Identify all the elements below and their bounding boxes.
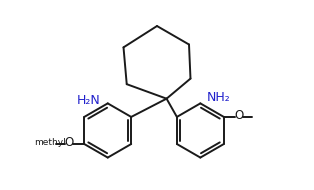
Text: NH₂: NH₂ (207, 91, 231, 104)
Text: methyl: methyl (34, 138, 66, 147)
Text: O: O (65, 136, 74, 149)
Text: O: O (234, 109, 243, 122)
Text: H₂N: H₂N (77, 94, 101, 107)
